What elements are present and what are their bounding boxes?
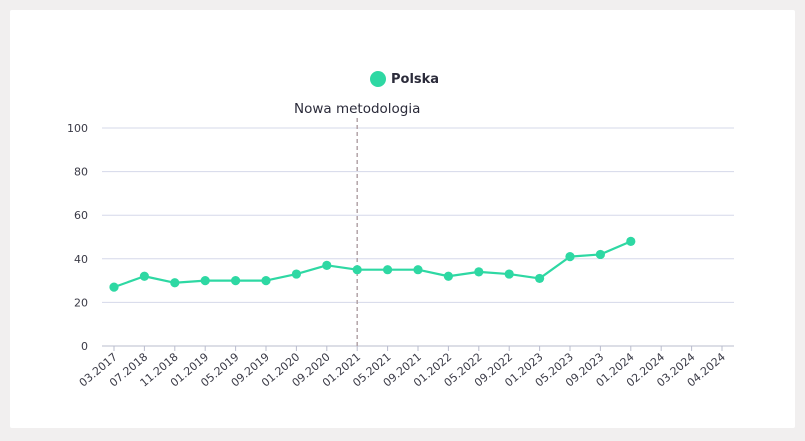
data-point [231,276,241,286]
data-point [322,260,332,270]
data-point [413,265,423,275]
data-point [474,267,484,277]
grid [102,127,734,347]
data-point [170,278,180,288]
legend: Polska [370,71,439,87]
chart-card: Polska 0 20 40 60 80 100 03.2017 07.2018 11.201… [10,10,795,428]
data-point [443,271,453,281]
data-point [565,252,575,262]
series-line-polska [113,240,632,289]
data-point [139,271,149,281]
y-axis: 0 20 40 60 80 100 [67,122,88,353]
y-tick-label: 40 [74,253,88,266]
y-tick-label: 100 [67,122,88,135]
data-point [383,265,393,275]
line-chart: Polska 0 20 40 60 80 100 03.201707.201811.201… [67,71,734,390]
data-point [535,273,545,284]
data-point [291,269,301,279]
data-point [626,236,636,246]
data-point [109,282,119,292]
y-tick-label: 20 [74,296,88,309]
series-polska [109,236,636,292]
y-tick-label: 0 [81,340,88,353]
legend-label-polska: Polska [391,72,439,87]
methodology-label: Nowa metodologia [294,101,420,117]
data-point [352,265,362,275]
legend-marker-polska [370,71,386,87]
y-tick-label: 80 [74,166,88,179]
y-tick-label: 60 [74,209,88,222]
data-point [261,276,271,286]
data-point [200,276,210,286]
data-point [504,269,514,279]
x-axis: 03.201707.201811.201801.201905.201909.20… [77,346,728,390]
data-point [595,249,606,260]
